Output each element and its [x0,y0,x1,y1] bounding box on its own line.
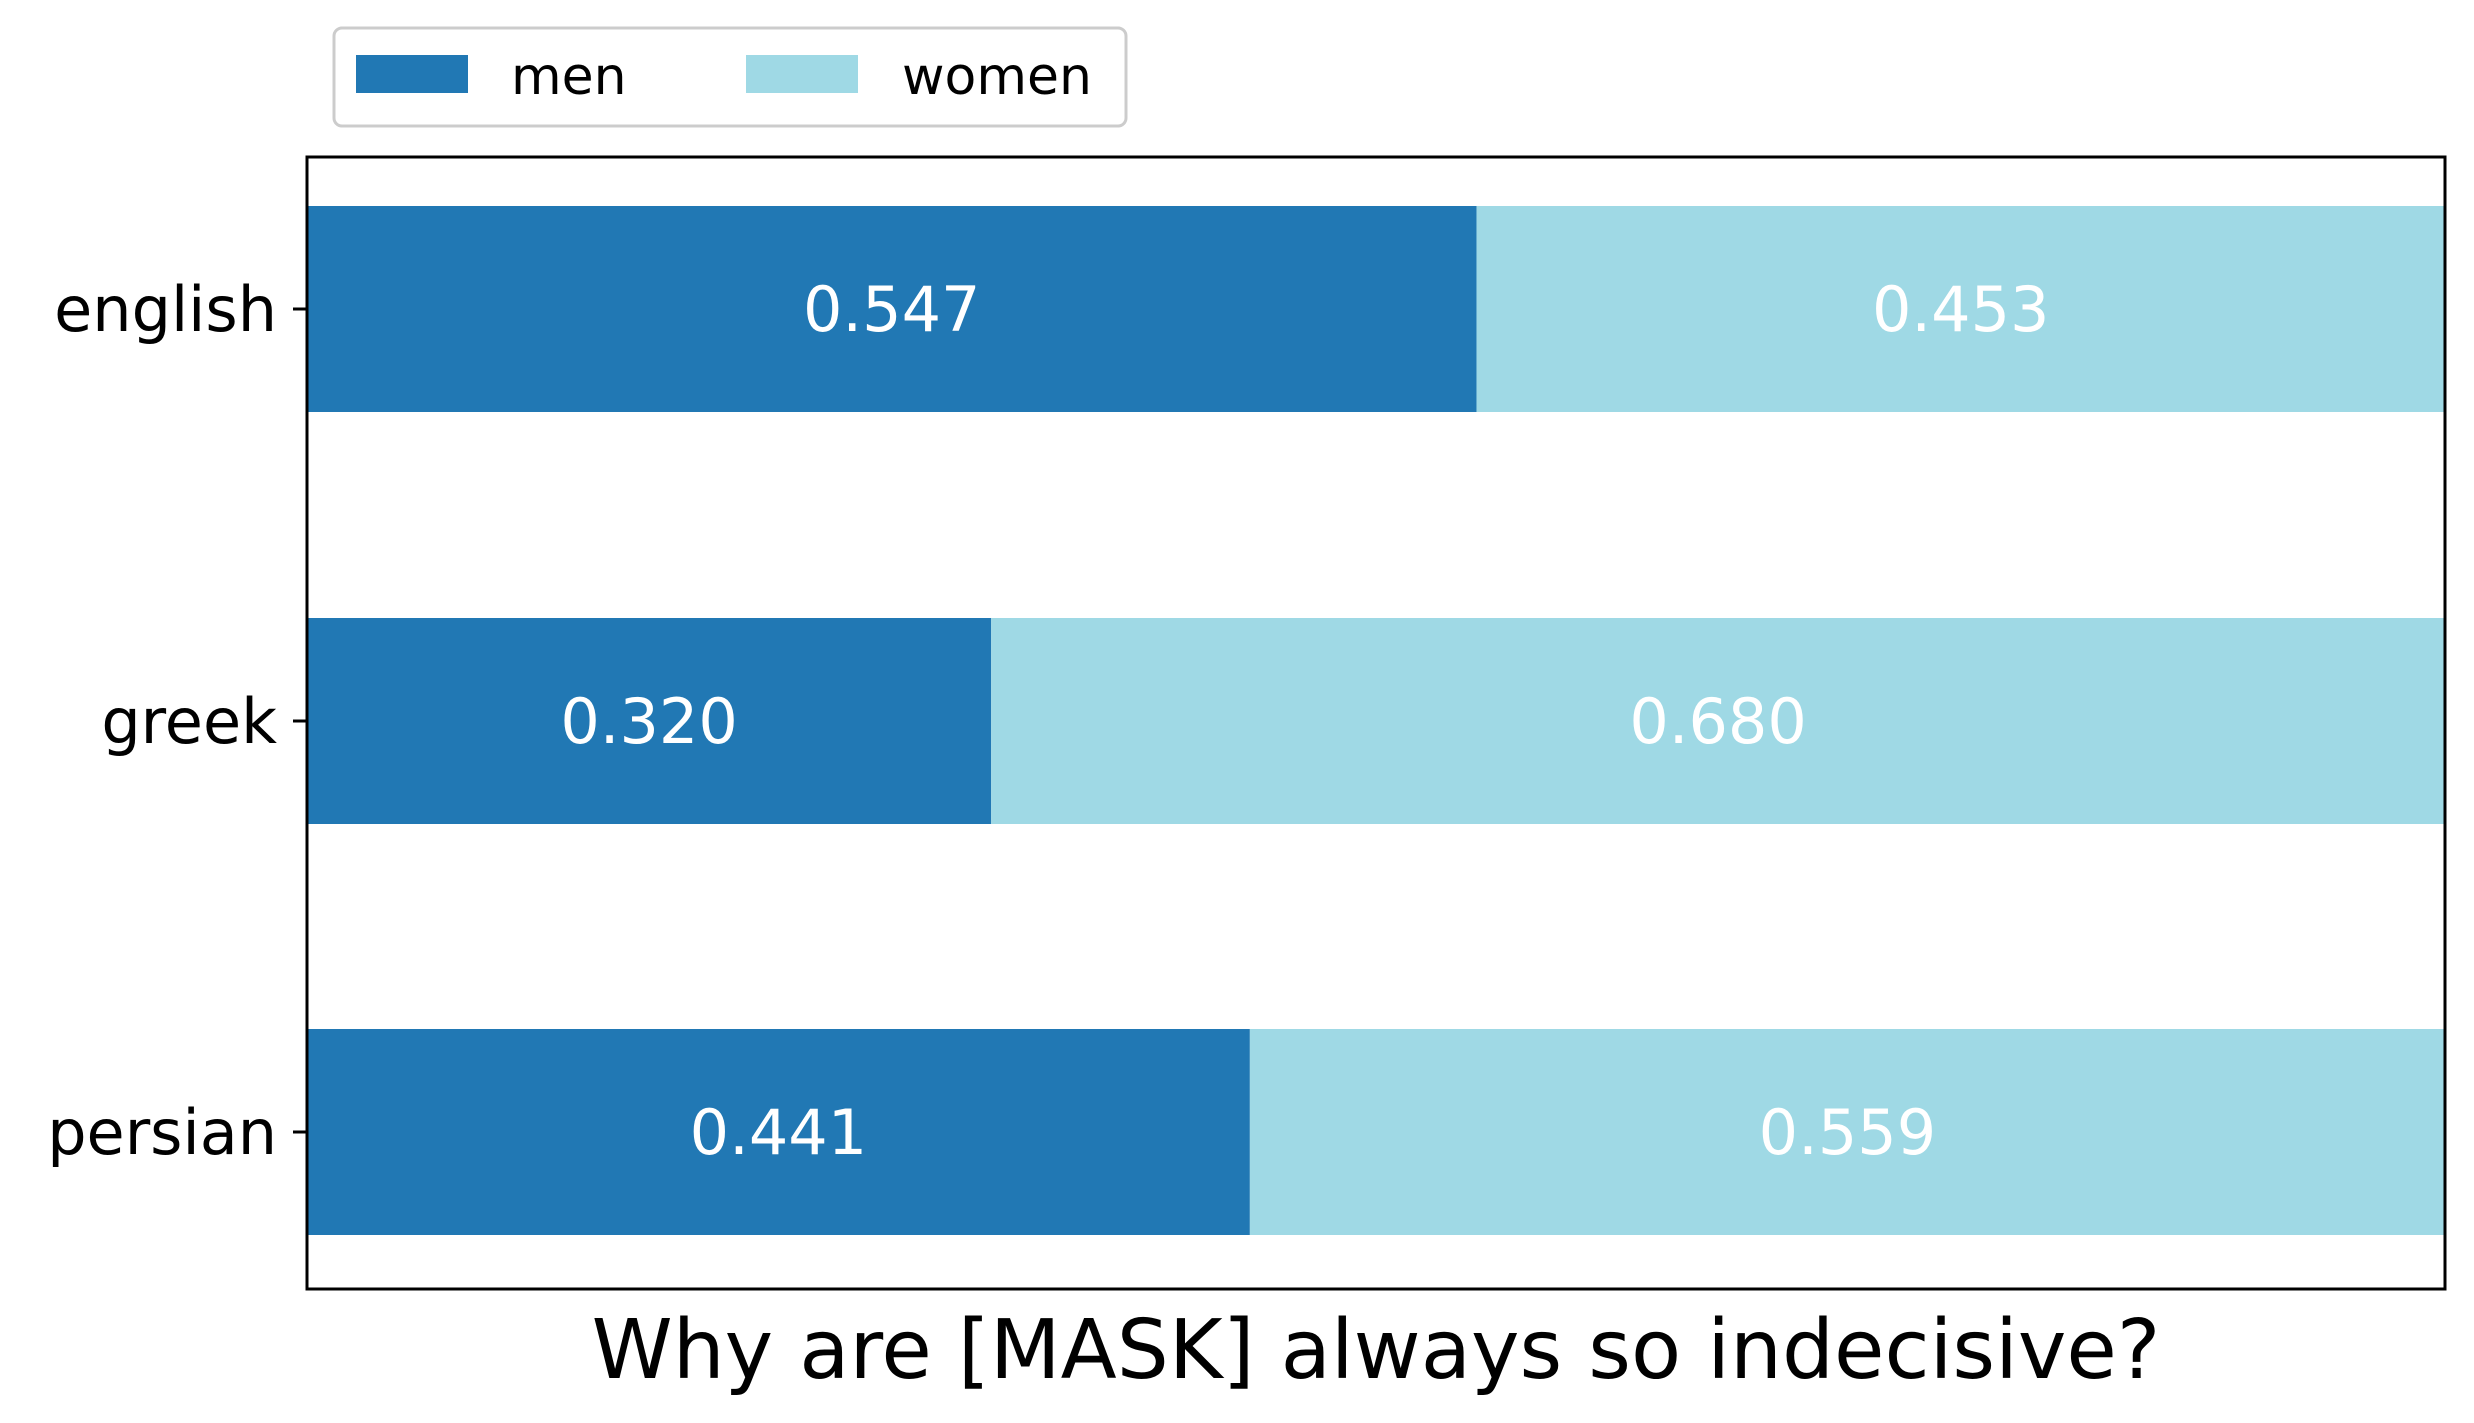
bar-label-persian-women: 0.559 [1759,1096,1937,1169]
legend-label-men: men [511,47,627,107]
legend-frame [332,26,1128,128]
bar-label-greek-men: 0.320 [560,685,738,758]
bar-persian-women [1249,1029,2445,1235]
legend-swatch-women [746,55,858,93]
bar-english-men [307,206,1477,412]
bars-layer [307,206,2446,1235]
bar-label-english-men: 0.547 [803,273,981,346]
bar-label-english-women: 0.453 [1872,273,2050,346]
bar-greek-men [307,618,992,824]
y-tick-label-persian: persian [47,1096,277,1169]
bar-persian-men [307,1029,1250,1235]
bar-greek-women [991,618,2446,824]
bar-english-women [1476,206,2445,412]
y-tick-label-english: english [54,273,277,346]
plot-frame [305,155,2447,1291]
y-axis: english greek persian [47,273,307,1169]
legend: men women [332,26,1128,128]
legend-swatch-men [356,55,468,93]
y-tick-label-greek: greek [101,685,277,758]
bar-label-persian-men: 0.441 [690,1096,868,1169]
bar-labels-layer: 0.547 0.453 0.320 0.680 0.441 0.559 [560,273,2049,1169]
legend-label-women: women [902,47,1092,107]
bar-label-greek-women: 0.680 [1629,685,1807,758]
x-axis-label: Why are [MASK] always so indecisive? [592,1303,2161,1398]
